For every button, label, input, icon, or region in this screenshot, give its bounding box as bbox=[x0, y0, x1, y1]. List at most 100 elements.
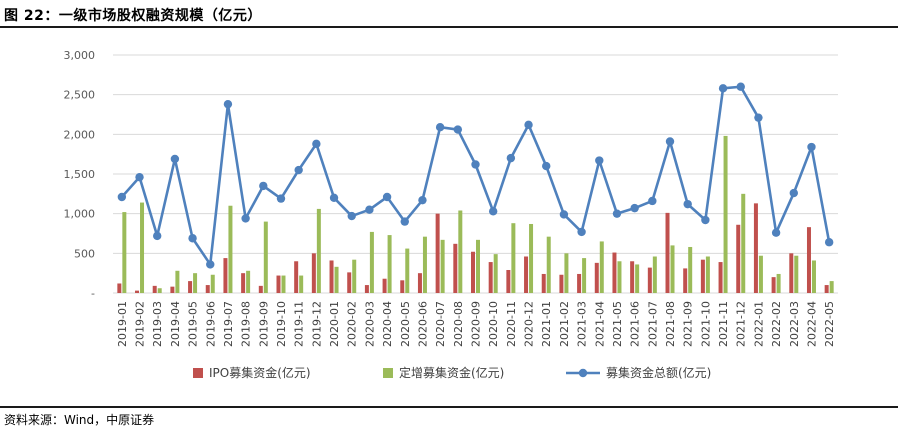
total-point bbox=[771, 228, 781, 237]
ipo-bar bbox=[577, 273, 582, 293]
total-point bbox=[577, 227, 586, 237]
ipo-bar bbox=[241, 273, 246, 293]
total-point bbox=[276, 194, 286, 203]
private-placement-bar bbox=[122, 212, 127, 293]
private-placement-bar bbox=[299, 275, 304, 293]
x-tick-label: 2019-07 bbox=[222, 301, 235, 347]
total-point bbox=[701, 215, 710, 225]
private-placement-bar bbox=[493, 254, 498, 293]
ipo-bar bbox=[135, 290, 140, 293]
private-placement-bar bbox=[723, 135, 728, 293]
x-tick-label: 2022-02 bbox=[770, 301, 783, 347]
legend-ipo-label: IPO募集资金(亿元) bbox=[209, 365, 311, 380]
private-placement-bar bbox=[228, 205, 233, 293]
private-placement-bar bbox=[140, 202, 145, 293]
total-point bbox=[312, 139, 321, 149]
total-point bbox=[435, 122, 445, 132]
x-tick-label: 2020-06 bbox=[416, 301, 429, 347]
private-placement-bar bbox=[758, 255, 763, 293]
legend-ipo-swatch bbox=[193, 368, 203, 378]
total-point bbox=[347, 211, 356, 221]
ipo-bar bbox=[435, 213, 440, 293]
private-placement-bar bbox=[617, 261, 622, 293]
x-tick-label: 2021-08 bbox=[664, 301, 677, 347]
x-tick-label: 2021-02 bbox=[558, 301, 571, 347]
y-tick-label: 1,500 bbox=[64, 168, 96, 181]
ipo-bar bbox=[258, 285, 263, 293]
x-tick-label: 2022-01 bbox=[752, 301, 765, 347]
bottom-rule bbox=[0, 406, 898, 408]
x-tick-label: 2020-04 bbox=[381, 301, 394, 347]
x-tick-label: 2019-10 bbox=[275, 301, 288, 347]
total-point bbox=[259, 181, 268, 191]
ipo-bar bbox=[311, 253, 316, 293]
x-tick-label: 2020-09 bbox=[470, 301, 483, 347]
legend-total-marker bbox=[578, 368, 588, 378]
total-point bbox=[559, 210, 569, 219]
private-placement-bar bbox=[741, 193, 746, 293]
ipo-bar bbox=[559, 274, 564, 293]
y-tick-label: - bbox=[91, 287, 95, 300]
x-tick-label: 2020-08 bbox=[452, 301, 465, 347]
y-tick-label: 500 bbox=[74, 247, 95, 260]
total-point bbox=[294, 165, 303, 175]
ipo-bar bbox=[205, 285, 210, 293]
private-placement-bar bbox=[511, 223, 516, 293]
x-tick-label: 2019-02 bbox=[134, 301, 147, 347]
ipo-bar bbox=[453, 243, 458, 293]
private-placement-bar bbox=[546, 236, 551, 293]
private-placement-bar bbox=[352, 259, 357, 293]
total-point bbox=[754, 113, 763, 122]
ipo-bar bbox=[612, 252, 617, 293]
ipo-bar bbox=[683, 268, 688, 293]
x-tick-label: 2020-11 bbox=[505, 301, 518, 347]
total-point bbox=[506, 153, 516, 163]
ipo-bar bbox=[188, 281, 193, 293]
x-tick-label: 2021-03 bbox=[576, 301, 589, 347]
total-point bbox=[223, 99, 233, 109]
total-point bbox=[595, 156, 604, 165]
x-tick-label: 2020-05 bbox=[399, 301, 412, 347]
legend-private-placement-label: 定增募集资金(亿元) bbox=[399, 365, 504, 380]
x-tick-label: 2019-05 bbox=[187, 301, 200, 347]
total-point bbox=[718, 84, 728, 93]
x-tick-label: 2020-02 bbox=[346, 301, 359, 347]
private-placement-bar bbox=[635, 264, 640, 293]
x-tick-label: 2021-01 bbox=[540, 301, 553, 347]
x-tick-label: 2020-03 bbox=[363, 301, 376, 347]
total-point bbox=[400, 217, 409, 226]
ipo-bar bbox=[647, 267, 652, 293]
x-tick-label: 2020-12 bbox=[523, 301, 536, 347]
x-tick-label: 2022-04 bbox=[805, 301, 818, 347]
private-placement-bar bbox=[210, 274, 215, 293]
x-tick-label: 2020-07 bbox=[434, 301, 447, 347]
ipo-bar bbox=[223, 258, 228, 293]
x-tick-label: 2021-05 bbox=[611, 301, 624, 347]
ipo-bar bbox=[329, 260, 334, 293]
ipo-bar bbox=[524, 256, 529, 293]
private-placement-bar bbox=[193, 273, 198, 293]
total-point bbox=[471, 160, 480, 169]
private-placement-bar bbox=[246, 270, 251, 293]
y-tick-label: 1,000 bbox=[64, 208, 96, 221]
x-tick-label: 2019-12 bbox=[310, 301, 323, 347]
private-placement-bar bbox=[387, 235, 392, 293]
total-point bbox=[170, 154, 180, 164]
private-placement-bar bbox=[688, 246, 693, 293]
private-placement-bar bbox=[263, 221, 268, 293]
ipo-bar bbox=[806, 227, 811, 293]
ipo-bar bbox=[152, 285, 157, 293]
private-placement-bar bbox=[334, 266, 339, 293]
equity-financing-chart: - 500 1,000 1,500 2,000 2,500 3,000 2019-01 2019… bbox=[64, 49, 838, 380]
private-placement-bar bbox=[281, 275, 286, 293]
x-tick-label: 2019-06 bbox=[204, 301, 217, 347]
ipo-bar bbox=[541, 273, 546, 293]
x-tick-label: 2019-01 bbox=[116, 301, 129, 347]
total-point bbox=[188, 234, 197, 243]
x-tick-label: 2019-04 bbox=[169, 301, 182, 347]
total-point bbox=[382, 192, 392, 202]
ipo-bar bbox=[276, 275, 281, 293]
x-tick-label: 2021-06 bbox=[629, 301, 642, 347]
ipo-bar bbox=[753, 203, 758, 293]
private-placement-bar bbox=[811, 260, 816, 293]
